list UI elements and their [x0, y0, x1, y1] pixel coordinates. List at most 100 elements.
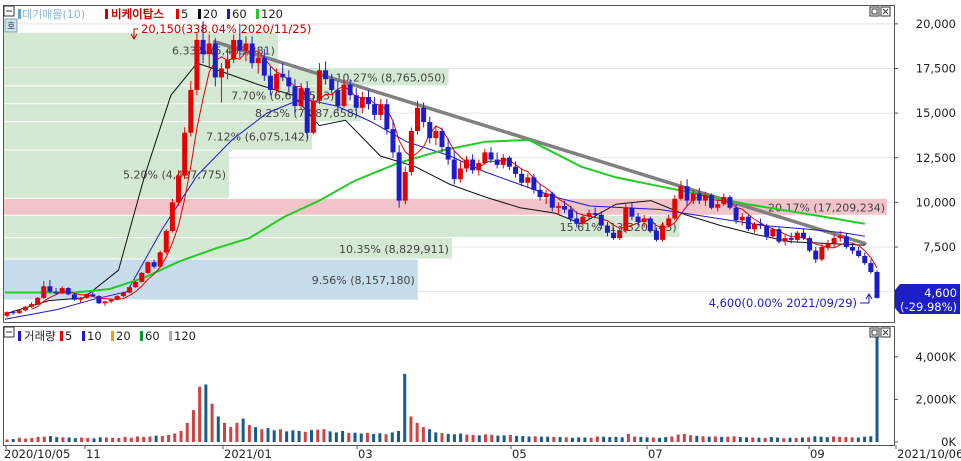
svg-text:호: 호: [7, 21, 15, 32]
candle: [849, 247, 855, 251]
volume-ma-legend-swatch: [60, 331, 63, 341]
volume-bar: [310, 430, 313, 442]
candle: [488, 152, 494, 160]
candle: [531, 177, 537, 190]
candle: [298, 88, 304, 106]
volume-bar: [42, 436, 46, 442]
candle: [598, 214, 604, 226]
candle: [825, 243, 831, 248]
volume-bar: [564, 437, 568, 442]
current-price-badge: 4,600 (-29.98%): [895, 284, 960, 314]
volume-bar: [80, 437, 84, 442]
candle: [22, 306, 28, 311]
candle: [231, 39, 237, 60]
volume-bar: [620, 437, 624, 442]
price-tick-label: 12,500: [916, 151, 956, 165]
ma20-line: [4, 62, 865, 315]
volume-bar: [527, 436, 531, 442]
x-tick-label: 2020/10/05: [4, 447, 70, 461]
volume-bar: [720, 436, 724, 442]
volume-bar: [502, 435, 506, 442]
volume-bar: [322, 429, 326, 442]
low-price-label: 4,600(0.00% 2021/09/29): [709, 296, 857, 310]
candle: [41, 286, 47, 298]
candle: [176, 175, 182, 203]
candle: [751, 223, 757, 230]
volume-bar: [154, 435, 158, 442]
volume-bar: [459, 433, 463, 442]
x-tick-label: 11: [86, 447, 101, 461]
candle: [800, 232, 806, 239]
volume-legend: 거래량 5 10 20 60 120: [3, 326, 196, 343]
candle: [114, 296, 120, 300]
volume-bar: [776, 437, 780, 442]
panel-window-controls: [869, 6, 891, 17]
candle: [341, 84, 347, 106]
volume-ma-legend-swatch: [169, 331, 172, 341]
x-tick-label: 2021/01: [224, 447, 272, 461]
volume-bar: [254, 427, 258, 442]
x-tick-label: 03: [358, 447, 373, 461]
volume-bar: [297, 430, 301, 442]
candle: [519, 173, 525, 183]
volume-bar: [757, 437, 761, 442]
high-annotation: 20,150(338.04% 2020/11/25): [130, 22, 311, 40]
volume-bar: [55, 437, 59, 442]
volume-ma-legend-label: 10: [87, 329, 102, 343]
price-tick-label: 17,500: [916, 61, 956, 75]
volume-bar: [328, 431, 332, 442]
volume-profile-label: 20.17% (17,209,234): [768, 201, 885, 214]
candle: [476, 163, 482, 171]
candle: [329, 79, 335, 90]
volume-bar: [372, 433, 376, 442]
candle: [868, 263, 874, 273]
candle: [494, 159, 500, 165]
x-tick-label: 05: [512, 447, 527, 461]
candle: [788, 238, 794, 240]
x-tick-label: 07: [648, 447, 663, 461]
volume-bar: [807, 437, 811, 442]
candle: [218, 68, 224, 78]
current-change: (-29.98%): [900, 300, 957, 314]
volume-bar: [49, 436, 52, 442]
volume-bar: [484, 434, 487, 442]
volume-bar: [471, 434, 475, 442]
candle: [555, 205, 561, 208]
volume-tick-label: 0K: [941, 435, 956, 449]
volume-bar: [272, 430, 276, 442]
volume-bar: [384, 434, 388, 442]
profile-toggle-icon[interactable]: [4, 18, 18, 33]
volume-bar: [452, 434, 456, 442]
candle: [862, 255, 868, 264]
candle: [347, 84, 353, 96]
volume-profile-label: 5.20% (4,437,775): [123, 169, 226, 182]
volume-bar: [285, 431, 289, 442]
volume-bar: [347, 432, 351, 442]
volume-bar: [515, 435, 519, 442]
ma-legend-label: 20: [203, 7, 218, 21]
volume-bar: [869, 436, 873, 442]
volume-profile-legend-label: 대기매물(10): [22, 8, 85, 21]
volume-ma-legend-label: 120: [174, 329, 196, 343]
volume-bar: [751, 437, 755, 442]
candle: [574, 218, 580, 224]
volume-bar: [104, 437, 108, 442]
ma-legend-swatch: [176, 9, 179, 19]
candle: [390, 129, 396, 153]
ma-legend-label: 5: [181, 7, 188, 21]
volume-bar: [204, 384, 208, 442]
candle: [641, 218, 647, 223]
volume-bar: [428, 429, 432, 442]
volume-bar: [160, 436, 164, 442]
maximize-icon[interactable]: [869, 6, 880, 17]
candle: [776, 229, 782, 242]
trendline[interactable]: [212, 39, 867, 246]
volume-maximize-icon[interactable]: [869, 327, 880, 338]
volume-bar: [260, 429, 264, 442]
candle: [672, 198, 678, 219]
candle: [690, 193, 696, 201]
volume-bar: [216, 416, 220, 442]
volume-bar: [136, 436, 139, 442]
volume-bar: [769, 437, 773, 442]
candle: [611, 232, 617, 239]
